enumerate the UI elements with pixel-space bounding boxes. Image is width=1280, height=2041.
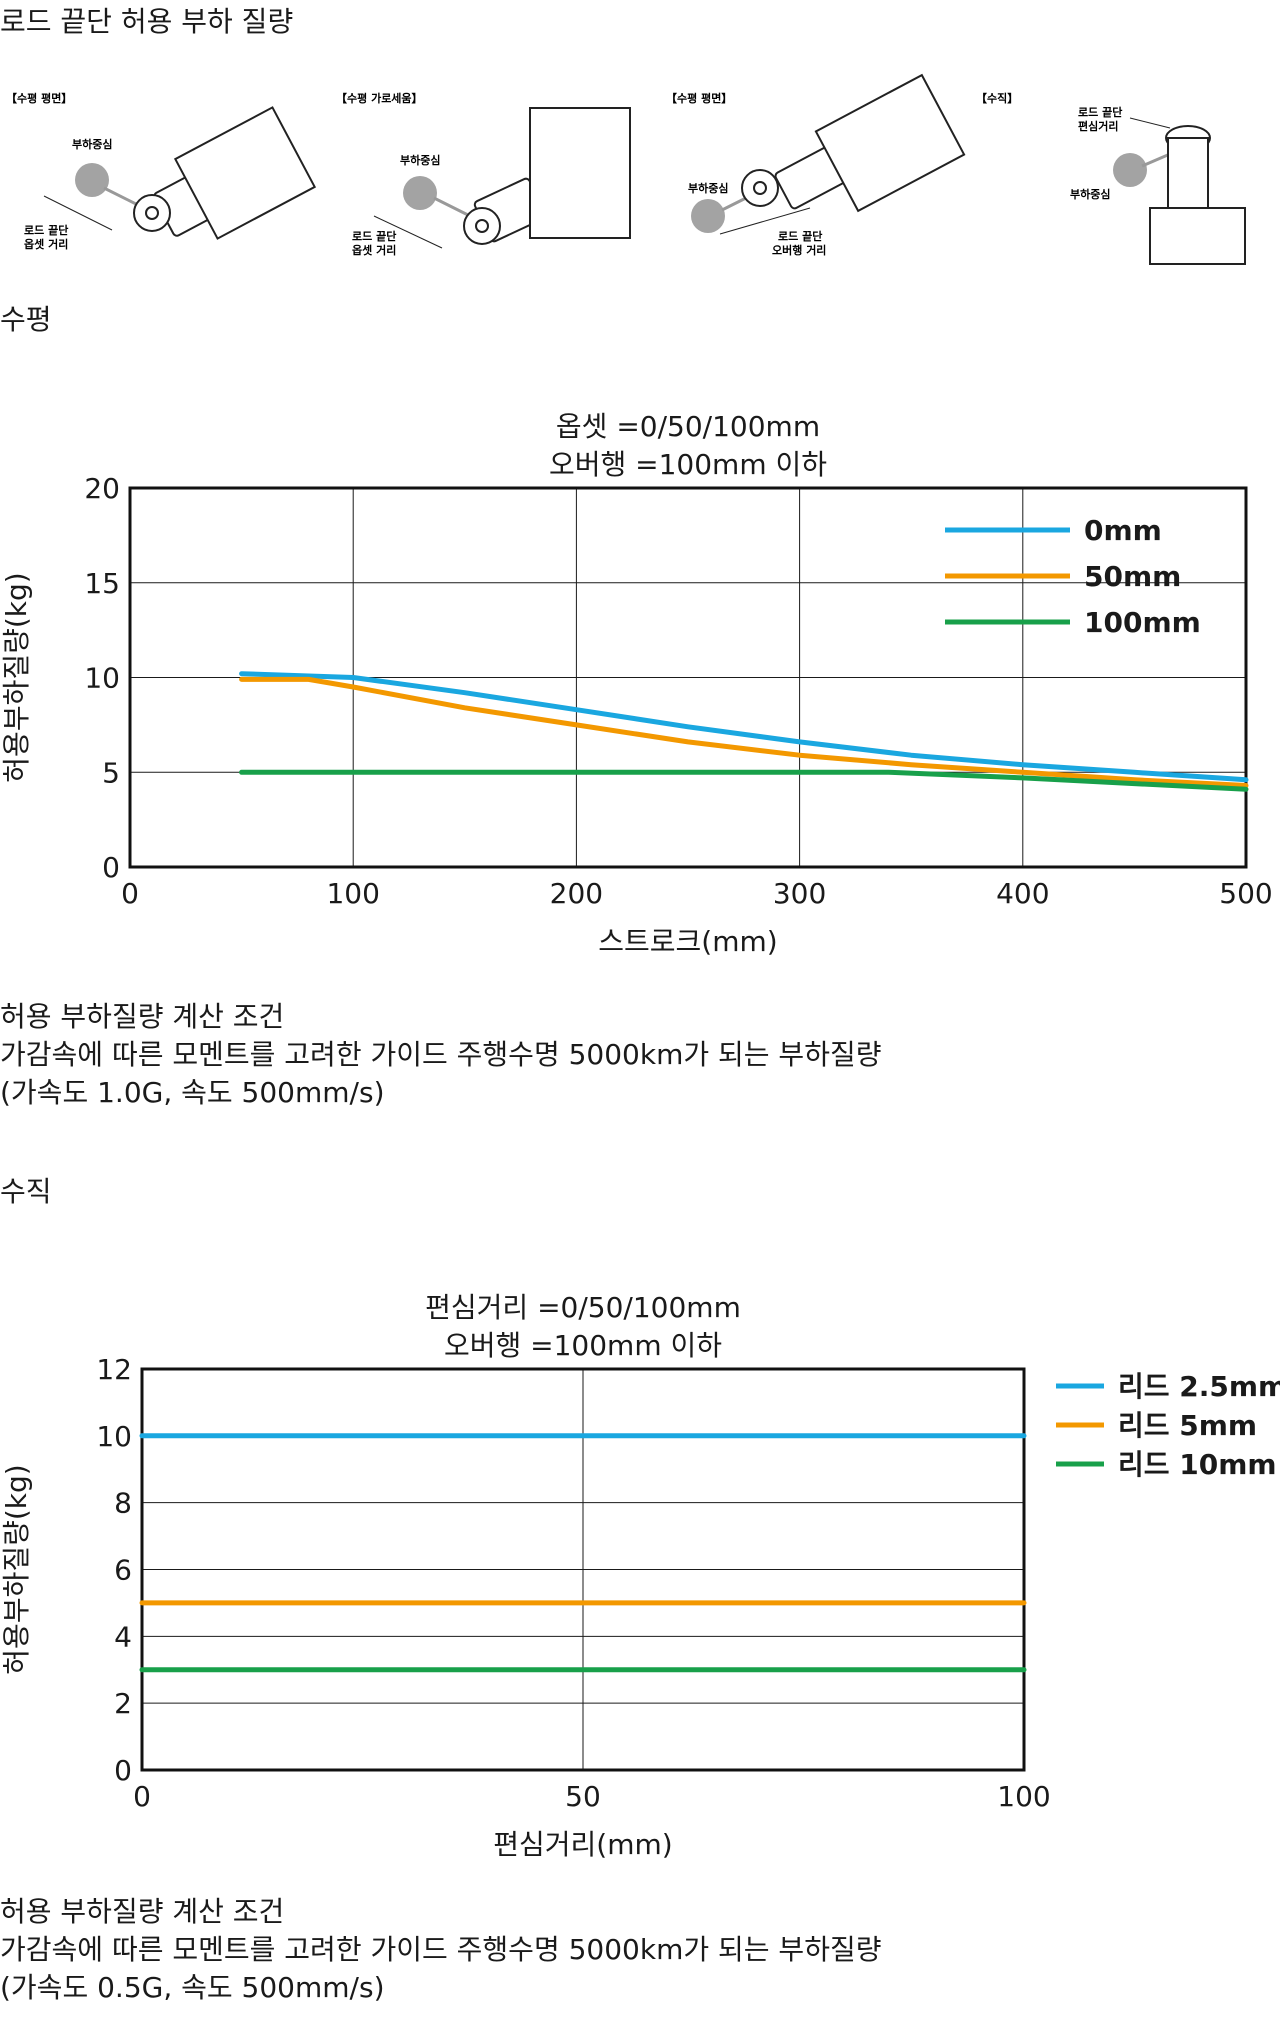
diagram-label: 부하중심 [72,137,112,151]
y-tick-label: 4 [114,1620,132,1653]
note-line: 가감속에 따른 모멘트를 고려한 가이드 주행수명 5000km가 되는 부하질… [0,1038,882,1071]
rod-icon [1167,137,1209,209]
diagram-horizontal-side-offset: 【수평 가로세움】 부하중심 로드 끝단 옵셋 거리 [330,88,631,264]
section-notes-horizontal: 허용 부하질량 계산 조건 가감속에 따른 모멘트를 고려한 가이드 주행수명 … [0,998,881,1112]
x-tick-label: 300 [773,877,826,910]
series-line [239,676,1249,788]
note-line: 가감속에 따른 모멘트를 고려한 가이드 주행수명 5000km가 되는 부하질… [0,1933,882,1966]
diagram-label: 옵셋 거리 [352,243,396,257]
load-center-icon [403,176,437,210]
load-center-icon [691,199,725,233]
diagram-label: 옵셋 거리 [24,237,68,251]
load-center-icon [1113,153,1147,187]
diagram-label: 부하중심 [1070,187,1110,201]
actuator-body-icon [529,107,631,239]
section-heading-horizontal: 수평 [0,303,52,336]
chart-horizontal: 옵셋 =0/50/100mm 오버행 =100mm 이하 0 5 10 15 20 0 100 2… [0,385,1280,958]
diagram-horizontal-flat-overhang: 【수평 평면】 부하중심 로드 끝단 오버행 거리 [660,73,966,264]
diagram-label: 편심거리 [1078,119,1118,133]
y-tick-label: 15 [84,567,120,600]
y-tick-label: 20 [84,472,120,505]
y-tick-label: 6 [114,1554,132,1587]
x-tick-label: 0 [133,1780,151,1813]
diagram-title: 【수평 가로세움】 [336,91,423,105]
note-line: 허용 부하질량 계산 조건 [0,1000,285,1033]
y-tick-label: 10 [96,1420,132,1453]
actuator-body-icon [173,106,317,240]
diagram-label: 오버행 거리 [772,243,826,257]
diagram-label: 로드 끝단 [352,229,396,243]
y-tick-label: 5 [102,756,120,789]
x-tick-label: 0 [121,877,139,910]
series-line [239,671,1249,783]
diagram-label: 부하중심 [400,153,440,167]
x-tick-label: 100 [326,877,379,910]
y-tick-label: 10 [84,662,120,695]
y-tick-label: 0 [114,1754,132,1787]
y-axis-label: 허용부하질량(kg) [0,572,33,782]
actuator-body-icon [1149,207,1246,265]
legend-label: 리드 2.5mm [1118,1370,1280,1403]
series-line [239,769,1249,792]
legend-label: 리드 10mm [1118,1448,1277,1481]
chart-title: 편심거리 =0/50/100mm [425,1291,741,1324]
diagram-label: 로드 끝단 [778,229,822,243]
diagram-title: 【수평 평면】 [666,91,732,105]
legend-label: 리드 5mm [1118,1409,1257,1442]
diagram-title: 【수평 평면】 [6,91,72,105]
chart-subtitle: 오버행 =100mm 이하 [444,1329,722,1362]
y-tick-label: 8 [114,1487,132,1520]
note-line: (가속도 1.0G, 속도 500mm/s) [0,1076,385,1109]
actuator-body-icon [814,73,966,213]
legend-label: 0mm [1084,514,1162,547]
chart-title: 옵셋 =0/50/100mm [556,410,820,443]
x-axis-label: 스트로크(mm) [598,925,777,958]
diagram-label: 로드 끝단 [1078,105,1122,119]
x-tick-label: 200 [550,877,603,910]
legend-label: 50mm [1084,560,1181,593]
x-tick-label: 500 [1219,877,1272,910]
y-axis-label: 허용부하질량(kg) [0,1464,33,1674]
chart-subtitle: 오버행 =100mm 이하 [549,448,827,481]
plot-frame [140,1367,1026,1772]
diagram-horizontal-flat-offset: 【수평 평면】 부하중심 로드 끝단 옵셋 거리 [0,88,317,264]
y-tick-label: 12 [96,1353,132,1386]
x-axis-label: 편심거리(mm) [493,1828,672,1861]
y-tick-label: 2 [114,1687,132,1720]
diagram-label: 로드 끝단 [24,223,68,237]
y-tick-label: 0 [102,851,120,884]
diagram-title: 【수직】 [976,91,1018,105]
x-tick-label: 100 [997,1780,1050,1813]
note-line: (가속도 0.5G, 속도 500mm/s) [0,1971,385,2004]
load-center-icon [75,163,109,197]
section-notes-vertical: 허용 부하질량 계산 조건 가감속에 따른 모멘트를 고려한 가이드 주행수명 … [0,1893,881,2007]
diagram-vertical: 【수직】 로드 끝단 편심거리 부하중심 [970,88,1270,265]
x-tick-label: 50 [565,1780,601,1813]
section-heading-vertical: 수직 [0,1175,52,1208]
note-line: 허용 부하질량 계산 조건 [0,1895,285,1928]
plot-frame [128,486,1248,869]
diagram-label: 부하중심 [688,181,728,195]
page-title: 로드 끝단 허용 부하 질량 [0,5,294,38]
x-tick-label: 400 [996,877,1049,910]
chart-vertical: 편심거리 =0/50/100mm 오버행 =100mm 이하 0 2 4 6 8 10 12 0 5… [0,1255,1280,1861]
legend-label: 100mm [1084,606,1201,639]
